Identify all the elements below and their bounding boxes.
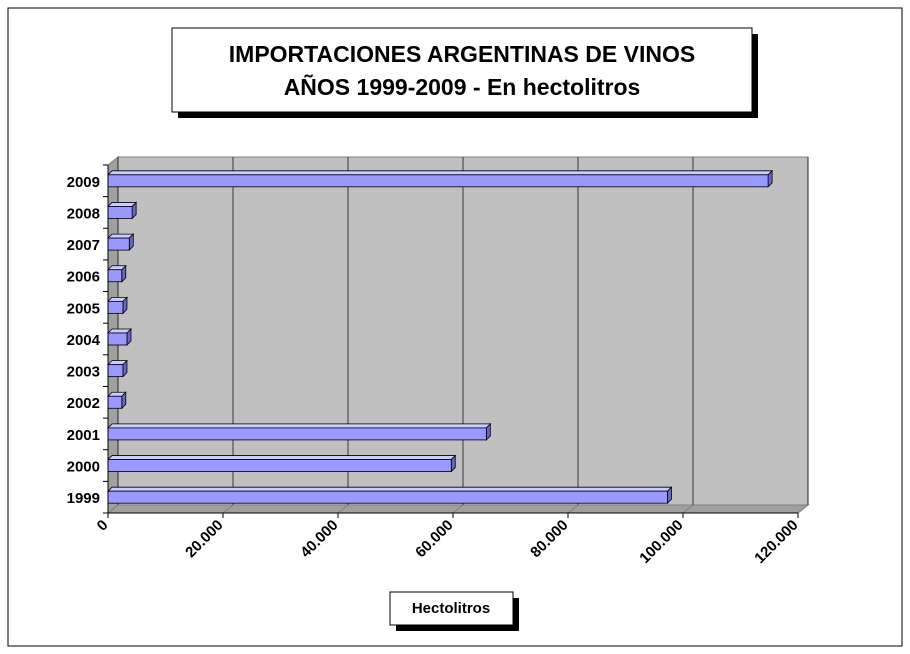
chart-subtitle: AÑOS 1999-2009 - En hectolitros <box>284 73 641 100</box>
floor-grid <box>337 504 349 514</box>
bar-top <box>107 423 492 429</box>
axis-label-box <box>389 591 514 626</box>
y-tick-label: 2006 <box>67 269 100 286</box>
title-box <box>171 27 753 113</box>
y-tick-label: 2003 <box>67 364 100 381</box>
floor-grid <box>452 504 464 514</box>
bar <box>107 490 668 504</box>
bar <box>107 206 133 219</box>
y-tick-label: 2002 <box>67 395 100 412</box>
floor-grid <box>567 504 579 514</box>
bar-top <box>107 202 138 207</box>
bar <box>107 459 452 472</box>
y-tick-label: 2001 <box>67 427 100 444</box>
bar <box>107 300 124 314</box>
bar-top <box>107 455 457 460</box>
y-tick-label: 2004 <box>67 332 101 349</box>
bar <box>107 332 128 346</box>
floor-grid <box>797 504 809 514</box>
y-tick-label: 1999 <box>67 490 100 507</box>
floor-grid <box>222 504 234 514</box>
y-tick-label: 2008 <box>67 205 100 222</box>
bar-top <box>107 170 774 176</box>
bar <box>107 237 130 251</box>
bar <box>107 364 124 378</box>
chart-title: IMPORTACIONES ARGENTINAS DE VINOS <box>229 41 695 67</box>
y-tick-label: 2007 <box>67 237 100 254</box>
floor-grid <box>107 504 119 514</box>
y-tick-label: 2009 <box>67 174 100 191</box>
y-tick-label: 2005 <box>67 300 100 317</box>
bar <box>107 427 487 441</box>
bar <box>107 269 123 283</box>
floor-grid <box>682 504 694 514</box>
bar-top <box>107 486 673 492</box>
bar <box>107 395 123 409</box>
bar <box>107 174 769 188</box>
y-tick-label: 2000 <box>67 459 100 476</box>
x-axis-label: Hectolitros <box>412 600 490 617</box>
